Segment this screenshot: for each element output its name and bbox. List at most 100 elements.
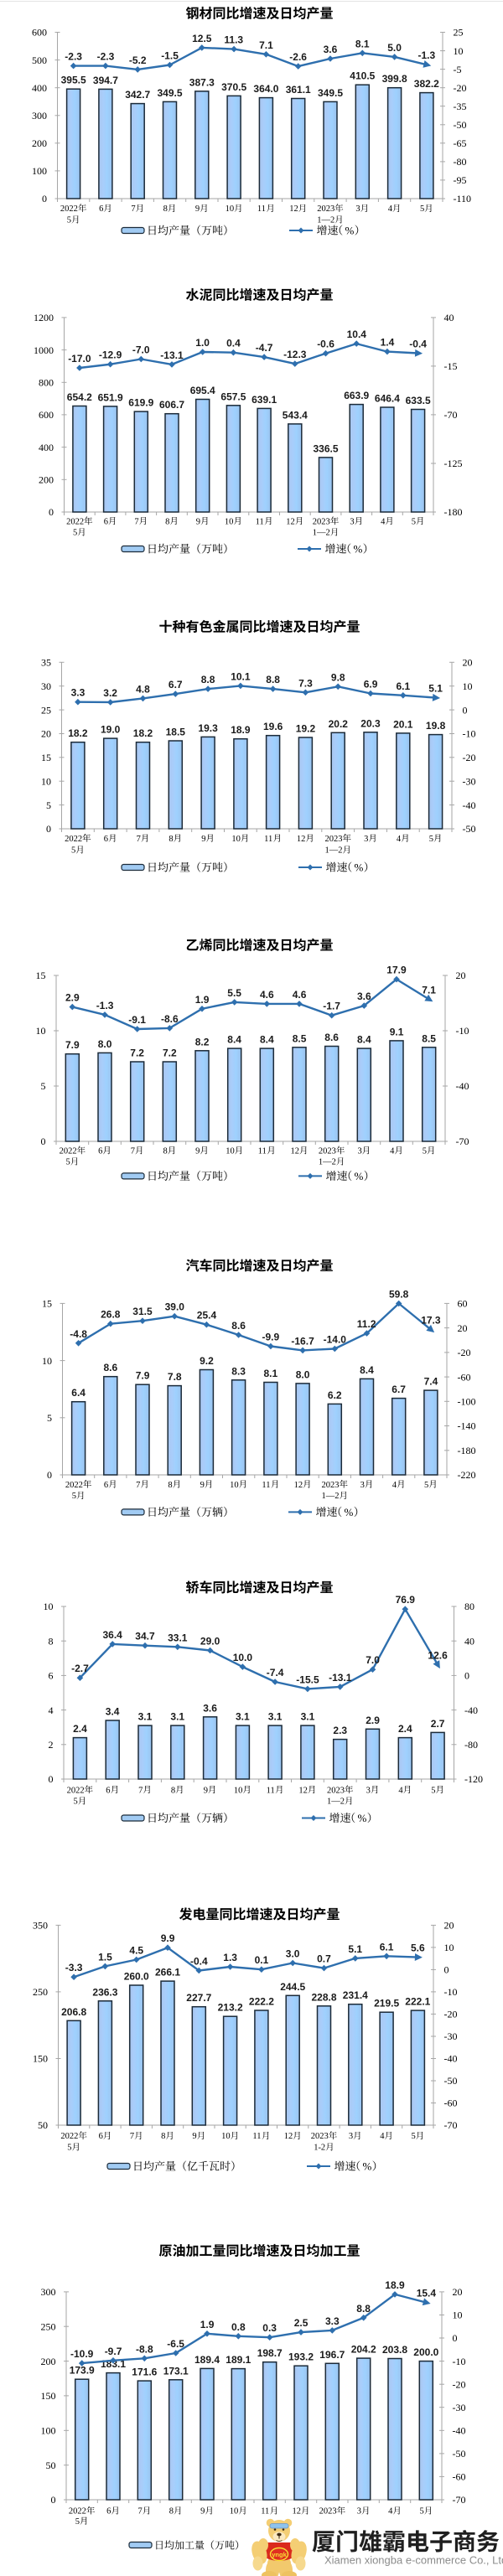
svg-text:646.4: 646.4 xyxy=(375,393,400,405)
svg-text:0.7: 0.7 xyxy=(317,1953,331,1965)
svg-text:-50: -50 xyxy=(453,2448,466,2460)
svg-text:5: 5 xyxy=(66,1158,70,1167)
svg-text:219.5: 219.5 xyxy=(374,1998,399,2010)
svg-text:12.6: 12.6 xyxy=(428,1649,448,1661)
svg-text:36.4: 36.4 xyxy=(103,1629,123,1641)
svg-text:-20: -20 xyxy=(463,752,476,763)
svg-text:12: 12 xyxy=(297,835,306,844)
svg-text:25.4: 25.4 xyxy=(197,1310,217,1322)
svg-text:10: 10 xyxy=(230,2507,239,2517)
svg-text:5: 5 xyxy=(423,1147,427,1156)
svg-text:-20: -20 xyxy=(458,1347,471,1358)
svg-text:59.8: 59.8 xyxy=(389,1289,409,1301)
svg-text:-10: -10 xyxy=(463,728,476,740)
svg-text:9: 9 xyxy=(195,204,200,214)
svg-text:20.3: 20.3 xyxy=(360,717,381,729)
svg-text:7.1: 7.1 xyxy=(422,984,436,996)
svg-text:-20: -20 xyxy=(444,2009,458,2020)
svg-text:%: % xyxy=(355,861,364,874)
svg-text:4: 4 xyxy=(380,2132,385,2141)
svg-text:5: 5 xyxy=(429,835,433,844)
svg-text:6: 6 xyxy=(99,2132,103,2141)
svg-text:-70: -70 xyxy=(444,2119,458,2131)
svg-text:6.2: 6.2 xyxy=(328,1389,342,1401)
svg-text:2022: 2022 xyxy=(67,1786,85,1795)
svg-text:40: 40 xyxy=(444,312,454,323)
svg-text:3.1: 3.1 xyxy=(236,1711,250,1723)
svg-text:15: 15 xyxy=(36,970,46,981)
svg-text:11: 11 xyxy=(252,2132,261,2141)
svg-text:7: 7 xyxy=(131,1147,135,1156)
svg-text:76.9: 76.9 xyxy=(396,1594,416,1606)
svg-text:39.0: 39.0 xyxy=(165,1301,185,1313)
svg-text:222.1: 222.1 xyxy=(405,1996,430,2008)
svg-text:-9.7: -9.7 xyxy=(105,2346,122,2357)
svg-text:3.2: 3.2 xyxy=(103,687,117,699)
svg-text:-180: -180 xyxy=(458,1445,476,1456)
svg-text:2023: 2023 xyxy=(319,1147,336,1156)
svg-text:35: 35 xyxy=(41,657,51,669)
svg-text:-30: -30 xyxy=(453,2402,466,2413)
svg-text:12: 12 xyxy=(284,2132,293,2141)
svg-text:11: 11 xyxy=(257,204,266,214)
svg-text:19.8: 19.8 xyxy=(426,720,446,732)
svg-text:3: 3 xyxy=(350,517,354,526)
svg-text:2023: 2023 xyxy=(311,2132,329,2141)
svg-text:26.8: 26.8 xyxy=(101,1309,121,1321)
svg-text:8.4: 8.4 xyxy=(260,1034,274,1046)
svg-text:6: 6 xyxy=(98,1147,102,1156)
svg-text:2022: 2022 xyxy=(66,517,84,526)
svg-text:-2.7: -2.7 xyxy=(71,1663,89,1674)
svg-text:7.2: 7.2 xyxy=(130,1047,144,1059)
svg-text:227.7: 227.7 xyxy=(186,1992,211,2004)
svg-text:2.9: 2.9 xyxy=(65,992,80,1004)
svg-text:11: 11 xyxy=(256,517,264,526)
svg-text:663.9: 663.9 xyxy=(344,390,369,401)
svg-text:11.2: 11.2 xyxy=(357,1318,376,1330)
svg-text:15.4: 15.4 xyxy=(417,2288,437,2299)
svg-text:3.6: 3.6 xyxy=(324,44,338,55)
svg-text:2022: 2022 xyxy=(60,204,78,214)
svg-text:5: 5 xyxy=(75,2517,80,2527)
svg-text:6.4: 6.4 xyxy=(71,1387,86,1399)
svg-text:6: 6 xyxy=(104,1481,108,1490)
svg-text:30: 30 xyxy=(41,680,51,692)
svg-text:-30: -30 xyxy=(463,775,476,787)
svg-text:399.8: 399.8 xyxy=(382,73,407,85)
svg-text:6: 6 xyxy=(99,204,103,214)
svg-text:8.4: 8.4 xyxy=(227,1034,241,1046)
svg-text:3: 3 xyxy=(364,835,368,844)
svg-text:1—2: 1—2 xyxy=(322,1492,340,1501)
svg-text:2023: 2023 xyxy=(327,1786,345,1795)
svg-text:3: 3 xyxy=(360,1481,365,1490)
svg-text:2.5: 2.5 xyxy=(294,2317,309,2329)
svg-text:19.0: 19.0 xyxy=(101,724,121,736)
svg-text:1.9: 1.9 xyxy=(195,994,210,1006)
svg-text:8: 8 xyxy=(161,2132,165,2141)
svg-text:1.4: 1.4 xyxy=(381,337,395,349)
svg-text:%: % xyxy=(355,1170,364,1182)
svg-text:8: 8 xyxy=(165,517,169,526)
svg-text:12: 12 xyxy=(291,1147,300,1156)
svg-text:250: 250 xyxy=(33,1986,48,1998)
svg-text:5: 5 xyxy=(412,517,416,526)
svg-text:0: 0 xyxy=(49,1773,54,1785)
svg-text:639.1: 639.1 xyxy=(252,394,277,406)
svg-text:336.5: 336.5 xyxy=(314,442,339,454)
svg-text:342.7: 342.7 xyxy=(125,89,150,101)
svg-text:5: 5 xyxy=(41,1080,46,1092)
svg-text:8: 8 xyxy=(49,1635,54,1647)
svg-text:2023: 2023 xyxy=(325,835,343,844)
svg-text:10: 10 xyxy=(221,2132,231,2141)
svg-text:6: 6 xyxy=(104,835,108,844)
svg-text:20: 20 xyxy=(41,728,51,740)
svg-text:150: 150 xyxy=(33,2053,48,2065)
svg-text:0: 0 xyxy=(49,506,54,518)
svg-text:-16.7: -16.7 xyxy=(291,1335,314,1347)
svg-text:7: 7 xyxy=(130,2132,134,2141)
svg-text:231.4: 231.4 xyxy=(343,1989,368,2001)
svg-text:7: 7 xyxy=(137,835,141,844)
svg-text:-6.5: -6.5 xyxy=(167,2338,184,2350)
svg-text:-2.3: -2.3 xyxy=(65,51,82,63)
svg-text:20: 20 xyxy=(463,657,473,669)
